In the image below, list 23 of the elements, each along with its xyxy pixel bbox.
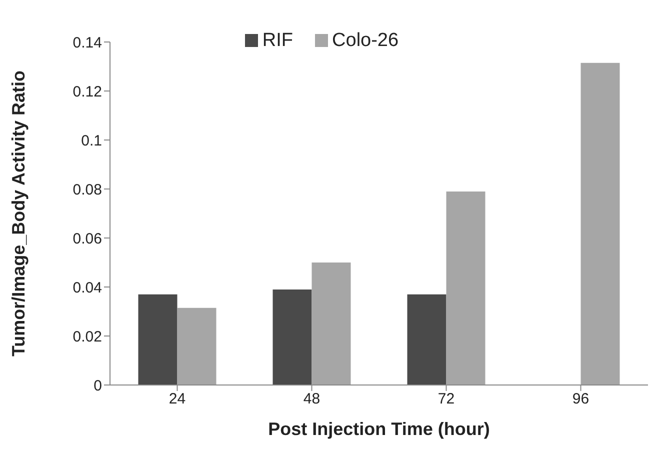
bar <box>580 62 620 385</box>
bar <box>272 289 312 385</box>
bar <box>138 294 178 385</box>
bar <box>312 262 351 385</box>
y-tick-label: 0.06 <box>72 230 102 248</box>
bar <box>407 294 446 385</box>
legend-label: Colo-26 <box>332 30 399 51</box>
legend-label: RIF <box>262 30 294 51</box>
y-tick-label: 0.02 <box>72 328 102 346</box>
x-tick-label: 24 <box>168 390 186 408</box>
x-tick-label: 72 <box>438 390 455 408</box>
y-tick-label: 0.14 <box>72 34 102 52</box>
bar <box>177 308 216 385</box>
x-tick-label: 48 <box>303 390 320 408</box>
x-axis-title: Post Injection Time (hour) <box>268 419 490 439</box>
y-tick-label: 0 <box>94 377 102 394</box>
y-axis-title: Tumor/Image_Body Activity Ratio <box>8 70 28 357</box>
y-tick-label: 0.08 <box>72 181 102 198</box>
y-tick-label: 0.1 <box>81 132 102 150</box>
y-tick-label: 0.12 <box>72 83 102 100</box>
x-tick-label: 96 <box>572 390 590 408</box>
bar <box>446 191 486 385</box>
y-tick-label: 0.04 <box>72 279 102 296</box>
